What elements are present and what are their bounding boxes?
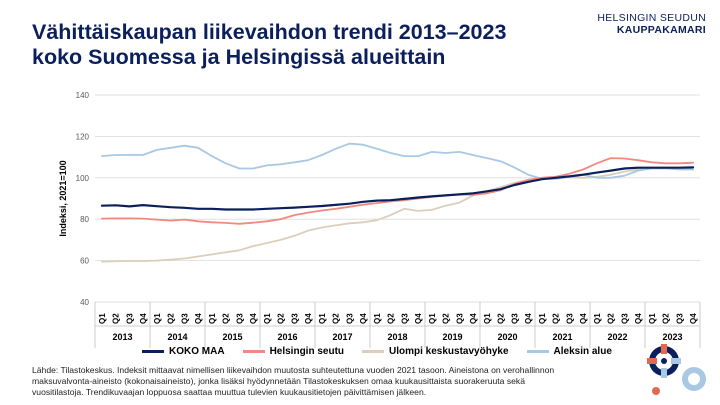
legend-label: Aleksin alue (553, 346, 612, 357)
source-note-line3: vuositilastoja. Trendikuvaajan loppuosa … (32, 387, 427, 397)
x-tick-label-year: 2020 (497, 332, 517, 342)
legend-swatch (242, 350, 265, 353)
x-tick-label-quarter: Q3 (235, 313, 244, 324)
logo: HELSINGIN SEUDUN KAUPPAKAMARI (597, 12, 706, 36)
x-tick-label-quarter: Q3 (455, 313, 464, 324)
x-tick-label-quarter: Q2 (552, 313, 561, 324)
source-note-line2: maksuvalvonta-aineisto (kokonaisaineisto… (32, 376, 525, 386)
x-tick-label-quarter: Q1 (428, 313, 437, 324)
y-tick-label: 120 (76, 132, 90, 141)
y-tick-label: 80 (80, 215, 89, 224)
legend-item: Ulompi keskustavyöhyke (362, 346, 509, 357)
x-tick-label-quarter: Q2 (662, 313, 671, 324)
legend-label: KOKO MAA (169, 346, 225, 357)
x-tick-label-year: 2018 (387, 332, 407, 342)
x-tick-label-year: 2015 (222, 332, 242, 342)
x-tick-label-quarter: Q4 (634, 313, 643, 324)
y-tick-label: 100 (76, 174, 90, 183)
x-tick-label-quarter: Q4 (139, 313, 148, 324)
x-tick-label-quarter: Q3 (180, 313, 189, 324)
legend-label: Helsingin seutu (269, 346, 345, 357)
x-tick-label-quarter: Q2 (112, 313, 121, 324)
x-tick-label-quarter: Q1 (98, 313, 107, 324)
x-tick-label-year: 2023 (662, 332, 682, 342)
x-tick-label-quarter: Q1 (538, 313, 547, 324)
x-tick-label-quarter: Q1 (483, 313, 492, 324)
series-line-3 (101, 167, 694, 263)
x-tick-label-quarter: Q2 (277, 313, 286, 324)
legend-swatch (526, 350, 549, 353)
x-tick-label-year: 2019 (442, 332, 462, 342)
x-tick-label-quarter: Q1 (263, 313, 272, 324)
decorative-emblem-icon (647, 344, 706, 395)
x-tick-label-year: 2016 (277, 332, 297, 342)
legend-label: Ulompi keskustavyöhyke (389, 346, 509, 357)
legend-item: KOKO MAA (142, 346, 225, 357)
y-axis-label: Indeksi, 2021=100 (58, 160, 68, 236)
source-note-line1: Lähde: Tilastokeskus. Indeksit mittaavat… (32, 365, 555, 375)
x-tick-label-quarter: Q2 (222, 313, 231, 324)
y-tick-label: 60 (80, 257, 89, 266)
x-tick-label-quarter: Q3 (290, 313, 299, 324)
x-tick-label-quarter: Q4 (249, 313, 258, 324)
x-tick-label-quarter: Q4 (304, 313, 313, 324)
x-tick-label-quarter: Q1 (593, 313, 602, 324)
x-tick-label-year: 2017 (332, 332, 352, 342)
x-tick-label-quarter: Q4 (689, 313, 698, 324)
x-tick-label-quarter: Q1 (373, 313, 382, 324)
x-tick-label-quarter: Q2 (607, 313, 616, 324)
x-tick-label-year: 2021 (552, 332, 572, 342)
x-tick-label-quarter: Q3 (620, 313, 629, 324)
x-tick-label-quarter: Q3 (345, 313, 354, 324)
chart-title: Vähittäiskaupan liikevaihdon trendi 2013… (32, 20, 592, 70)
x-tick-label-quarter: Q1 (153, 313, 162, 324)
x-tick-label-quarter: Q4 (414, 313, 423, 324)
x-tick-label-quarter: Q4 (524, 313, 533, 324)
x-tick-label-quarter: Q2 (497, 313, 506, 324)
x-tick-label-quarter: Q3 (510, 313, 519, 324)
x-tick-label-quarter: Q2 (332, 313, 341, 324)
chart-title-line2: koko Suomessa ja Helsingissä alueittain (32, 45, 446, 69)
x-tick-label-quarter: Q3 (125, 313, 134, 324)
logo-line2: KAUPPAKAMARI (616, 24, 706, 36)
x-tick-label-quarter: Q4 (579, 313, 588, 324)
x-tick-label-quarter: Q4 (469, 313, 478, 324)
y-tick-label: 40 (80, 298, 89, 307)
legend-swatch (362, 350, 385, 353)
x-tick-label-quarter: Q1 (208, 313, 217, 324)
chart-title-line1: Vähittäiskaupan liikevaihdon trendi 2013… (32, 20, 507, 44)
series-line-2 (101, 157, 694, 225)
x-tick-label-quarter: Q4 (194, 313, 203, 324)
x-tick-label-quarter: Q2 (167, 313, 176, 324)
logo-line1: HELSINGIN SEUDUN (597, 12, 706, 24)
x-tick-label-quarter: Q1 (648, 313, 657, 324)
x-tick-label-year: 2013 (112, 332, 132, 342)
x-tick-label-quarter: Q3 (400, 313, 409, 324)
x-tick-label-year: 2022 (607, 332, 627, 342)
x-tick-label-quarter: Q3 (565, 313, 574, 324)
legend-swatch (142, 350, 164, 353)
x-tick-label-quarter: Q2 (442, 313, 451, 324)
series-line-4 (101, 142, 694, 180)
x-tick-label-quarter: Q1 (318, 313, 327, 324)
legend-item: Helsingin seutu (242, 346, 345, 357)
legend-item: Aleksin alue (526, 346, 612, 357)
source-note: Lähde: Tilastokeskus. Indeksit mittaavat… (32, 365, 632, 398)
x-tick-label-quarter: Q2 (387, 313, 396, 324)
x-tick-label-quarter: Q3 (675, 313, 684, 324)
y-tick-label: 140 (76, 91, 90, 100)
x-tick-label-year: 2014 (167, 332, 187, 342)
series-line-1 (100, 166, 695, 211)
x-tick-label-quarter: Q4 (359, 313, 368, 324)
chart-legend: KOKO MAA Helsingin seutu Ulompi keskustavy… (142, 346, 612, 357)
